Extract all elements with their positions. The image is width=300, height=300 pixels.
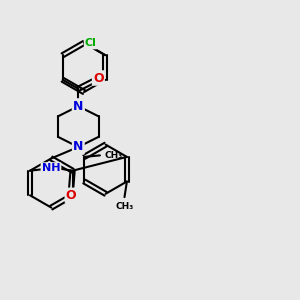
Text: N: N xyxy=(73,140,83,154)
Text: NH: NH xyxy=(42,163,60,173)
Text: CH₃: CH₃ xyxy=(116,202,134,211)
Text: N: N xyxy=(73,100,83,113)
Text: N: N xyxy=(73,100,83,113)
Text: O: O xyxy=(66,189,76,202)
Text: O: O xyxy=(93,71,104,85)
Text: Cl: Cl xyxy=(85,38,97,48)
Text: CH₃: CH₃ xyxy=(105,151,123,160)
